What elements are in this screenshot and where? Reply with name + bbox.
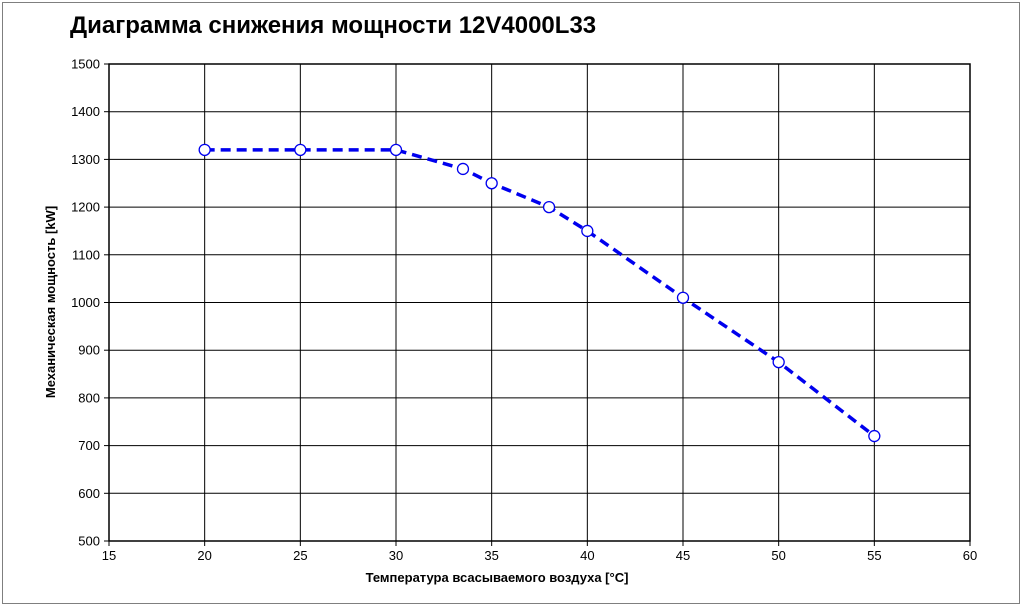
data-point (485, 177, 498, 190)
y-tick-label: 1000 (71, 295, 100, 310)
grid-layer (109, 64, 970, 541)
axis-layer: 15 20 25 30 35 40 45 50 55 60 500 600 700 800 900 1000 1… (71, 57, 977, 564)
chart-title: Диаграмма снижения мощности 12V4000L33 (70, 12, 597, 39)
series-line (204, 148, 876, 438)
x-tick-label: 60 (963, 548, 977, 563)
y-tick-label: 900 (78, 343, 100, 358)
data-point (868, 429, 881, 443)
x-tick-label: 15 (102, 548, 116, 563)
x-tick-label: 35 (484, 548, 498, 563)
x-tick-label: 20 (197, 548, 211, 563)
data-point (294, 143, 307, 157)
series-layer (198, 143, 881, 443)
y-tick-label: 800 (78, 390, 100, 405)
data-point (456, 162, 470, 176)
x-tick-label: 55 (867, 548, 881, 563)
x-tick-label: 25 (293, 548, 307, 563)
x-axis-label: Температура всасываемого воздуха [°C] (366, 570, 629, 585)
x-tick-label: 30 (389, 548, 403, 563)
y-tick-label: 1200 (71, 200, 100, 215)
y-tick-label: 1400 (71, 104, 100, 119)
data-point (198, 143, 211, 157)
y-tick-label: 1500 (71, 57, 100, 72)
data-point (389, 143, 403, 157)
data-point (581, 224, 594, 238)
x-tick-label: 40 (580, 548, 594, 563)
data-point (542, 200, 556, 214)
y-tick-label: 1100 (72, 247, 100, 262)
y-axis-label: Механическая мощность [kW] (43, 206, 58, 398)
x-tick-label: 45 (676, 548, 690, 563)
y-tick-label: 1300 (71, 152, 100, 167)
y-tick-label: 600 (78, 486, 100, 501)
x-tick-label: 50 (771, 548, 785, 563)
y-tick-label: 500 (78, 534, 100, 549)
y-tick-label: 700 (78, 438, 100, 453)
data-point (676, 291, 690, 304)
data-point (772, 355, 785, 369)
